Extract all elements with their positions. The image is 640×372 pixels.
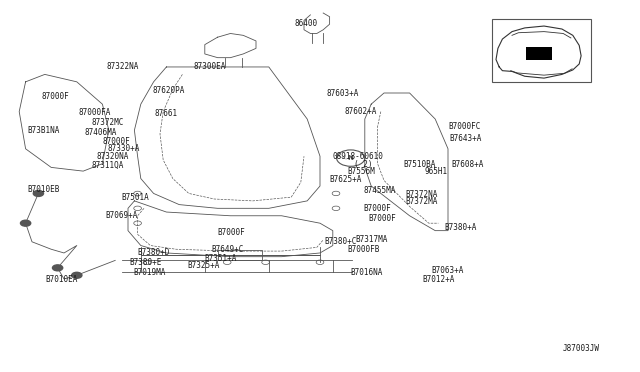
Text: B7351+A: B7351+A xyxy=(204,254,236,263)
Text: 87320NA: 87320NA xyxy=(97,153,129,161)
Text: B7372NA: B7372NA xyxy=(405,190,437,199)
Text: 87603+A: 87603+A xyxy=(327,89,359,98)
Text: 87406MA: 87406MA xyxy=(85,128,117,137)
Text: B7556M: B7556M xyxy=(347,167,375,176)
Text: B7010EA: B7010EA xyxy=(45,275,77,284)
Text: 87000FA: 87000FA xyxy=(79,108,111,117)
Text: 87311QA: 87311QA xyxy=(92,161,124,170)
Text: B7317MA: B7317MA xyxy=(355,235,387,244)
Text: B7019MA: B7019MA xyxy=(134,268,166,277)
Text: B7010EB: B7010EB xyxy=(28,185,60,194)
Text: B7501A: B7501A xyxy=(122,193,150,202)
Text: B7000FC: B7000FC xyxy=(449,122,481,131)
Text: B7016NA: B7016NA xyxy=(350,268,382,277)
Bar xyxy=(218,250,262,260)
Text: B73B1NA: B73B1NA xyxy=(28,126,60,135)
Text: B7000FB: B7000FB xyxy=(348,245,380,254)
Text: B7625+A: B7625+A xyxy=(330,175,362,184)
Text: 965H1: 965H1 xyxy=(425,167,448,176)
Text: B7069+A: B7069+A xyxy=(106,211,138,219)
Text: 87000F: 87000F xyxy=(102,137,131,146)
Text: 87602+A: 87602+A xyxy=(345,107,377,116)
Text: B7643+A: B7643+A xyxy=(450,134,482,143)
Text: ( 2): ( 2) xyxy=(355,160,372,169)
Circle shape xyxy=(33,190,44,196)
Text: B7380+A: B7380+A xyxy=(445,223,477,232)
Text: J87003JW: J87003JW xyxy=(563,344,600,353)
Text: 87330+A: 87330+A xyxy=(108,144,140,153)
Text: 08918-60610: 08918-60610 xyxy=(333,153,384,161)
Text: B7649+C: B7649+C xyxy=(212,245,244,254)
Text: B7063+A: B7063+A xyxy=(432,266,464,275)
Circle shape xyxy=(52,265,63,271)
Circle shape xyxy=(20,220,31,226)
Text: B7380+E: B7380+E xyxy=(130,258,162,267)
Text: B7000F: B7000F xyxy=(364,204,392,213)
Text: 87455MA: 87455MA xyxy=(364,186,396,195)
Bar xyxy=(492,19,591,82)
Text: B7325+A: B7325+A xyxy=(188,262,220,270)
Bar xyxy=(526,46,552,60)
Text: 87372MC: 87372MC xyxy=(92,118,124,126)
Circle shape xyxy=(72,272,82,278)
Text: B7012+A: B7012+A xyxy=(423,275,455,284)
Text: N: N xyxy=(348,155,354,161)
Text: 87322NA: 87322NA xyxy=(107,62,139,71)
Text: B7000F: B7000F xyxy=(369,214,397,223)
Text: 87000F: 87000F xyxy=(42,92,70,101)
Text: 87620PA: 87620PA xyxy=(153,86,185,94)
Text: B7000F: B7000F xyxy=(218,228,246,237)
Text: 86400: 86400 xyxy=(294,19,317,28)
Text: B7372MA: B7372MA xyxy=(405,197,437,206)
Text: B7510BA: B7510BA xyxy=(404,160,436,169)
Text: B7608+A: B7608+A xyxy=(451,160,483,169)
Text: B7380+D: B7380+D xyxy=(138,248,170,257)
Text: B7380+C: B7380+C xyxy=(324,237,356,246)
Text: 87300EA: 87300EA xyxy=(194,62,226,71)
Text: 87661: 87661 xyxy=(155,109,178,118)
